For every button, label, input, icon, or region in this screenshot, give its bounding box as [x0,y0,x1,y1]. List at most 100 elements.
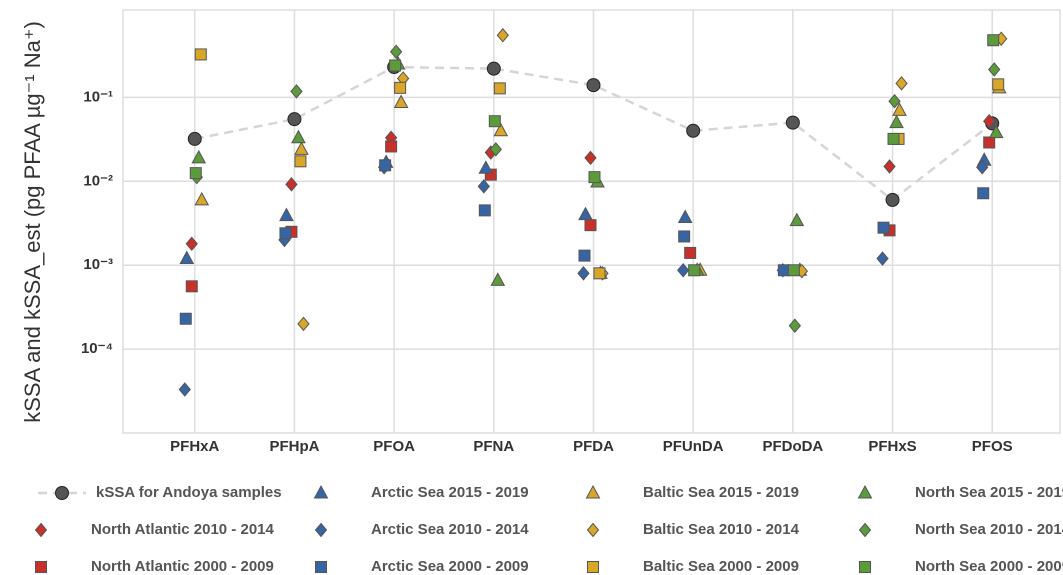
data-point [677,209,693,224]
data-point [279,227,292,240]
data-point [977,187,990,200]
legend-item: North Sea 2010 - 2014 [858,521,1063,538]
data-point [294,141,309,155]
x-tick-label: PFDA [573,438,614,455]
data-point [194,48,207,61]
x-tick-label: PFOS [972,438,1013,455]
data-point [888,93,901,109]
legend-label: North Sea 2010 - 2014 [915,521,1063,538]
data-point [892,102,907,116]
data-point [788,318,802,333]
data-point [285,177,298,192]
data-point [389,44,403,60]
legend-label: Arctic Sea 2000 - 2009 [371,558,529,575]
data-point [577,266,590,281]
legend-marker [859,561,871,573]
data-point [189,167,202,180]
data-point [179,250,195,265]
legend-label: Arctic Sea 2010 - 2014 [371,521,529,538]
legend-marker [34,522,48,538]
y-tick-label: 10⁻³ [83,256,113,273]
legend-item: Arctic Sea 2015 - 2019 [313,484,529,501]
legend-label: North Sea 2000 - 2009 [915,558,1063,575]
legend-label: Baltic Sea 2010 - 2014 [643,521,800,538]
data-point [287,112,302,127]
data-point [988,124,1004,139]
legend-item: Arctic Sea 2010 - 2014 [314,521,529,538]
legend-item: Baltic Sea 2010 - 2014 [586,521,800,538]
data-point [477,179,490,194]
legend-item: North Sea 2015 - 2019 [857,484,1063,501]
data-point [684,246,697,259]
legend-label: North Sea 2015 - 2019 [915,484,1063,501]
legend-marker [55,486,69,500]
data-point [178,382,191,397]
data-point [490,272,506,286]
data-point [789,212,805,227]
data-point [185,236,198,252]
data-point [394,81,407,94]
data-point [988,62,1001,77]
data-point [191,149,207,164]
data-point [785,115,800,130]
x-tick-label: PFHxA [170,438,219,455]
data-point [895,76,908,91]
data-point [593,267,606,280]
legend-marker [586,522,600,538]
legend-marker [587,561,599,573]
data-point [279,207,294,222]
legend-marker [35,561,47,573]
legend-item: North Atlantic 2000 - 2009 [35,558,274,575]
legend-item: Baltic Sea 2000 - 2009 [587,558,799,575]
legend-item: kSSA for Andoya samples [38,484,282,501]
data-point [290,84,303,99]
x-tick-label: PFHpA [269,438,319,455]
data-point [389,59,402,72]
legend-item: North Atlantic 2010 - 2014 [34,521,274,538]
legend-label: Baltic Sea 2015 - 2019 [643,484,799,501]
data-point [478,204,491,217]
data-point [194,191,210,206]
x-tick-label: PFUnDA [663,438,724,455]
data-point [992,78,1005,91]
data-point [486,61,501,76]
data-point [291,129,306,144]
y-axis-label: kSSA and kSSA_est (pg PFAA µg⁻¹ Na⁺) [20,21,45,423]
data-point [393,94,409,108]
data-point [677,262,690,278]
legend-label: North Atlantic 2010 - 2014 [91,521,274,538]
legend-label: Baltic Sea 2000 - 2009 [643,558,799,575]
legend-label: Arctic Sea 2015 - 2019 [371,484,529,501]
data-point [493,82,506,95]
data-point [678,230,691,243]
legend-marker [858,522,872,538]
data-point [983,113,996,129]
legend-marker [857,484,873,499]
data-point [976,159,989,175]
y-tick-label: 10⁻² [83,172,113,189]
data-point [489,142,502,157]
y-tick-label: 10⁻⁴ [81,340,113,357]
legend-marker [314,522,328,538]
y-tick-label: 10⁻¹ [83,88,113,105]
data-point [187,131,202,146]
data-point [688,264,701,277]
x-tick-label: PFOA [373,438,415,455]
legend-item: North Sea 2000 - 2009 [859,558,1063,575]
data-point [496,27,509,43]
data-point [584,150,597,166]
data-point [578,206,593,221]
data-point [478,160,494,174]
data-point [883,159,896,174]
x-tick-label: PFHxS [868,438,916,455]
data-point [385,140,398,153]
legend-label: kSSA for Andoya samples [96,484,282,501]
data-point [179,312,192,325]
legend-marker [315,561,327,573]
trend-line [194,65,993,202]
data-point [588,171,601,184]
data-point [493,122,509,137]
legend-item: Baltic Sea 2015 - 2019 [585,484,799,501]
data-point [876,251,889,266]
